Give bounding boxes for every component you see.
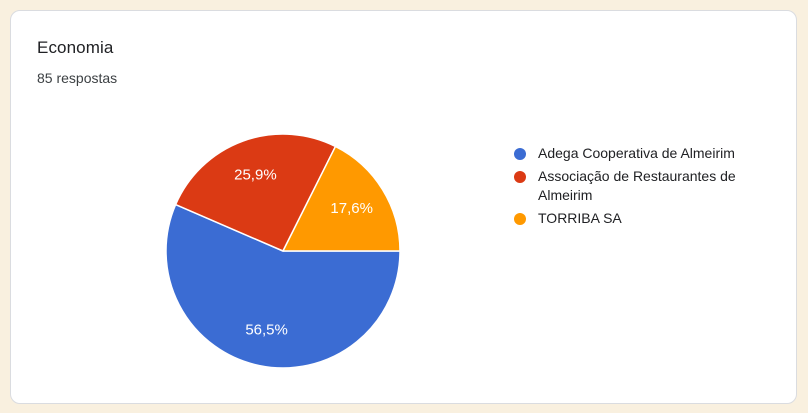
response-count: 85 respostas xyxy=(37,70,118,86)
pie-slice-0[interactable] xyxy=(165,203,401,369)
pie-slice-2[interactable] xyxy=(282,145,401,252)
pie-slice-label-0: 56,5% xyxy=(245,322,288,339)
legend-item-label: TORRIBA SA xyxy=(538,210,622,226)
legend-color-dot xyxy=(514,213,526,225)
chart-legend: Adega Cooperativa de Almeirim Associação … xyxy=(514,144,778,232)
legend-color-dot xyxy=(514,171,526,183)
pie-slice-1[interactable] xyxy=(174,133,337,252)
legend-item-label: Adega Cooperativa de Almeirim xyxy=(538,145,735,161)
legend-item-1: Associação de Restaurantes de Almeirim xyxy=(514,167,778,205)
chart-card: Economia 85 respostas 56,5% 25,9% 17,6% Ad… xyxy=(10,10,797,404)
legend-item-2: TORRIBA SA xyxy=(514,209,778,228)
legend-item-0: Adega Cooperativa de Almeirim xyxy=(514,144,778,163)
pie-slice-label-1: 25,9% xyxy=(234,167,277,184)
pie-chart: 56,5% 25,9% 17,6% xyxy=(165,133,401,369)
legend-item-label: Associação de Restaurantes de Almeirim xyxy=(538,168,736,203)
legend-color-dot xyxy=(514,148,526,160)
pie-slice-label-2: 17,6% xyxy=(330,200,373,217)
chart-title: Economia xyxy=(37,38,114,57)
